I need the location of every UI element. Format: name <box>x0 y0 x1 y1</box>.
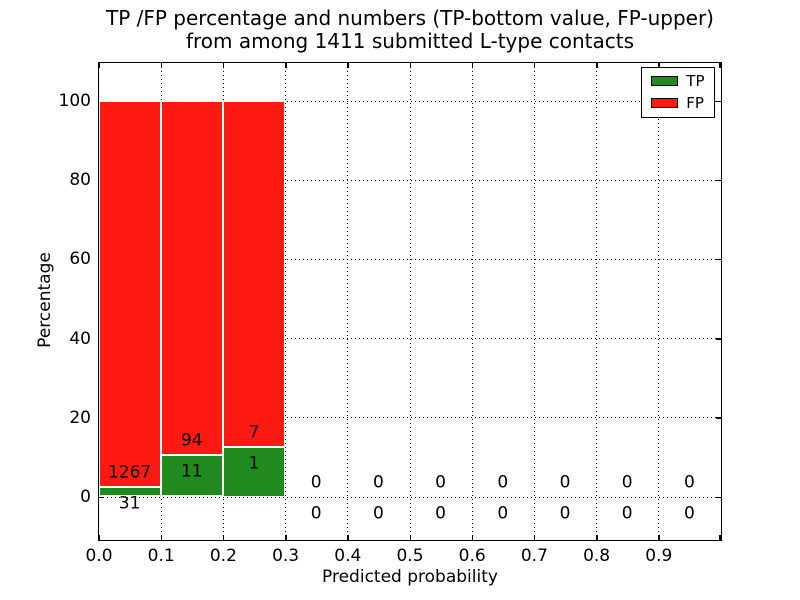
x-axis-tick-top <box>533 62 536 68</box>
x-axis-tick-top <box>596 62 598 68</box>
x-axis-tick-top <box>285 62 287 68</box>
tp-count-label: 0 <box>372 503 384 524</box>
fp-count-label: 0 <box>683 472 695 493</box>
legend: TP FP <box>641 66 715 118</box>
x-axis-label: Predicted probability <box>322 567 498 587</box>
y-axis-tick-right <box>715 338 721 340</box>
x-axis-tick <box>347 534 349 540</box>
x-axis-tick-top <box>222 62 225 68</box>
legend-entry-tp: TP <box>651 71 705 90</box>
gridline-vertical <box>285 62 287 540</box>
x-axis-tick-top <box>98 62 100 68</box>
x-axis-tick <box>658 534 660 540</box>
x-axis-tick-top <box>719 62 721 68</box>
x-axis-tick <box>98 534 100 540</box>
x-tick-label: 0.2 <box>209 546 237 566</box>
y-axis-tick-right <box>715 417 721 419</box>
tp-count-label: 31 <box>118 493 141 514</box>
bar-fp-segment <box>222 100 286 447</box>
bar-tp-segment <box>98 487 161 497</box>
fp-count-label: 7 <box>248 422 260 443</box>
x-tick-label: 0.6 <box>458 546 486 566</box>
tp-count-label: 0 <box>497 503 509 524</box>
x-axis-tick <box>533 534 536 540</box>
x-axis-tick <box>409 534 411 540</box>
fp-count-label: 0 <box>372 472 384 493</box>
plot-area: TP FP 1267 31 94 11 7 1 0 0 0 0 0 0 0 0 0 0 0 0 0 0 <box>97 61 722 541</box>
x-axis-tick-top <box>347 62 349 68</box>
x-tick-label: 0.1 <box>147 546 175 566</box>
bar-tp-segment <box>222 447 286 497</box>
tp-count-label: 0 <box>559 503 571 524</box>
fp-count-label: 0 <box>310 472 322 493</box>
chart-title-line1: TP /FP percentage and numbers (TP-bottom… <box>106 6 714 30</box>
x-tick-label: 0.3 <box>272 546 300 566</box>
tp-count-label: 11 <box>180 461 203 482</box>
y-tick-label: 100 <box>58 91 91 111</box>
x-axis-tick-top <box>471 62 474 68</box>
gridline-vertical <box>409 62 411 540</box>
fp-color-swatch <box>651 98 679 108</box>
x-axis-tick-top <box>658 62 660 68</box>
x-axis-tick <box>471 534 474 540</box>
fp-count-label: 1267 <box>107 462 152 483</box>
x-tick-label: 0.8 <box>583 546 611 566</box>
y-axis-tick-right <box>715 179 721 182</box>
y-tick-label: 40 <box>69 328 91 349</box>
y-tick-label: 60 <box>69 249 91 270</box>
x-tick-label: 0.7 <box>520 546 548 566</box>
legend-label-tp: TP <box>686 71 705 90</box>
fp-count-label: 0 <box>559 472 571 493</box>
x-tick-label: 0.0 <box>85 546 113 566</box>
chart-title: TP /FP percentage and numbers (TP-bottom… <box>99 7 721 53</box>
bar-tp-segment <box>160 455 223 497</box>
y-axis-tick-right <box>715 258 721 261</box>
gridline-vertical <box>596 62 598 540</box>
y-tick-label: 0 <box>80 487 91 507</box>
x-tick-label: 0.5 <box>396 546 424 566</box>
legend-entry-fp: FP <box>651 93 704 112</box>
tp-count-label: 0 <box>683 503 695 524</box>
fp-count-label: 0 <box>497 472 509 493</box>
bar-fp-segment <box>160 100 223 455</box>
y-axis-tick <box>98 496 104 498</box>
tp-count-label: 0 <box>310 503 322 524</box>
fp-count-label: 94 <box>180 430 203 451</box>
x-axis-tick <box>222 534 225 540</box>
y-tick-label: 80 <box>69 170 91 191</box>
fp-count-label: 0 <box>435 472 447 493</box>
tp-count-label: 0 <box>621 503 633 524</box>
x-axis-tick <box>719 534 721 540</box>
y-axis-tick-right <box>715 100 721 102</box>
x-tick-label: 0.9 <box>645 546 673 566</box>
x-axis-tick <box>596 534 598 540</box>
gridline-vertical <box>533 62 535 540</box>
bar-fp-segment <box>98 100 161 488</box>
legend-label-fp: FP <box>686 93 704 112</box>
y-tick-label: 20 <box>69 407 91 428</box>
gridline-vertical <box>658 62 660 540</box>
tp-color-swatch <box>651 76 679 86</box>
x-axis-tick-top <box>160 62 163 68</box>
gridline-vertical <box>471 62 473 540</box>
x-axis-tick <box>285 534 287 540</box>
chart-title-line2: from among 1411 submitted L-type contact… <box>185 29 635 53</box>
tp-count-label: 1 <box>248 453 260 474</box>
tp-count-label: 0 <box>435 503 447 524</box>
fp-count-label: 0 <box>621 472 633 493</box>
gridline-vertical <box>347 62 349 540</box>
y-axis-tick-right <box>715 496 721 498</box>
x-axis-tick <box>160 534 163 540</box>
x-axis-tick-top <box>409 62 411 68</box>
x-tick-label: 0.4 <box>334 546 362 566</box>
